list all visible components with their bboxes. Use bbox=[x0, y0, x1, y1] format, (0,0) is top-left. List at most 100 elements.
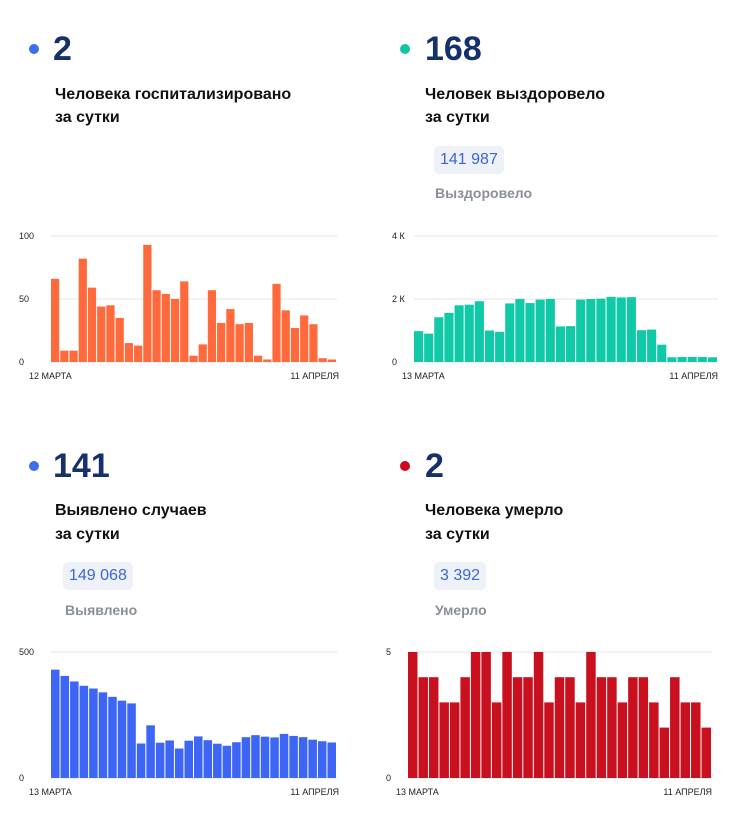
bar bbox=[226, 309, 235, 362]
bar bbox=[525, 303, 535, 362]
bar bbox=[152, 290, 161, 362]
daily-value: 2 bbox=[53, 30, 72, 68]
bar bbox=[474, 301, 484, 362]
y-tick-label: 500 bbox=[19, 647, 34, 657]
bar bbox=[418, 677, 428, 778]
bar bbox=[512, 677, 523, 778]
y-tick-label: 0 bbox=[386, 773, 391, 783]
bar bbox=[198, 344, 207, 362]
bar bbox=[174, 748, 184, 778]
bar bbox=[98, 692, 108, 778]
caption-line-2: за сутки bbox=[55, 526, 120, 543]
bar bbox=[636, 330, 647, 362]
bar bbox=[117, 700, 127, 778]
bar bbox=[533, 652, 544, 778]
x-start-label: 12 МАРТА bbox=[29, 371, 72, 381]
bar bbox=[134, 345, 143, 362]
bar bbox=[207, 290, 217, 362]
bar bbox=[464, 304, 474, 362]
bar bbox=[87, 287, 97, 362]
bar bbox=[449, 702, 460, 778]
bullet-dot-icon bbox=[29, 44, 39, 54]
bar bbox=[60, 675, 70, 778]
bar bbox=[667, 357, 677, 362]
bar bbox=[263, 359, 272, 362]
caption-line-2: за сутки bbox=[425, 109, 490, 126]
caption-line-2: за сутки bbox=[425, 526, 490, 543]
bar bbox=[649, 702, 659, 778]
bar bbox=[707, 357, 717, 362]
bar bbox=[213, 743, 222, 778]
bar bbox=[317, 741, 327, 778]
bar bbox=[289, 735, 298, 778]
bar bbox=[180, 281, 189, 362]
y-tick-label: 50 bbox=[19, 294, 29, 304]
caption-line-1: Человек выздоровело bbox=[425, 86, 606, 103]
bar bbox=[638, 677, 649, 778]
chart: 100 50 0 12 МАРТА 11 АПРЕЛЯ bbox=[19, 231, 339, 381]
bar bbox=[680, 702, 691, 778]
bar bbox=[659, 727, 670, 778]
panel-hospitalized: 2 Человека госпитализировано за сутки 10… bbox=[0, 0, 377, 414]
total-badge: 141 987 bbox=[434, 146, 504, 174]
bullet-dot-icon bbox=[29, 461, 39, 471]
bar bbox=[555, 326, 565, 362]
bar bbox=[495, 331, 505, 362]
total-badge: 149 068 bbox=[63, 562, 133, 590]
daily-value: 168 bbox=[425, 30, 482, 68]
bar bbox=[566, 326, 576, 362]
bar bbox=[108, 696, 117, 778]
caption-line-1: Человека госпитализировано bbox=[55, 86, 292, 103]
bar bbox=[617, 702, 628, 778]
bar bbox=[505, 303, 515, 362]
daily-value: 2 bbox=[425, 447, 444, 485]
bar bbox=[217, 322, 226, 362]
bar bbox=[270, 737, 279, 778]
bar bbox=[575, 702, 586, 778]
bar bbox=[124, 343, 134, 362]
bar bbox=[470, 652, 481, 778]
bar bbox=[545, 299, 555, 362]
bar bbox=[691, 702, 701, 778]
bar bbox=[308, 739, 317, 778]
bar bbox=[170, 299, 180, 362]
bar bbox=[554, 677, 565, 778]
total-label: Выздоровело bbox=[435, 185, 533, 201]
bar bbox=[576, 299, 586, 362]
bar bbox=[670, 677, 680, 778]
bar bbox=[165, 740, 174, 778]
bar bbox=[616, 297, 626, 362]
bar bbox=[241, 737, 251, 778]
bar bbox=[290, 327, 300, 362]
chart: 4 К 2 К 0 13 МАРТА 11 АПРЕЛЯ bbox=[392, 231, 718, 381]
x-end-label: 11 АПРЕЛЯ bbox=[669, 371, 718, 381]
bar bbox=[434, 317, 444, 362]
bar bbox=[544, 702, 554, 778]
x-end-label: 11 АПРЕЛЯ bbox=[290, 787, 339, 797]
bar bbox=[523, 677, 533, 778]
bar bbox=[60, 350, 69, 362]
bar bbox=[70, 681, 79, 778]
bar bbox=[491, 702, 502, 778]
bar bbox=[272, 283, 281, 362]
y-tick-label: 100 bbox=[19, 231, 34, 241]
bar bbox=[51, 669, 60, 778]
y-tick-label: 0 bbox=[19, 773, 24, 783]
bar bbox=[607, 677, 617, 778]
x-start-label: 13 МАРТА bbox=[29, 787, 72, 797]
bar bbox=[161, 293, 170, 362]
bar bbox=[235, 324, 244, 362]
bar bbox=[251, 735, 260, 778]
chart: 500 0 13 МАРТА 11 АПРЕЛЯ bbox=[19, 647, 339, 797]
bar bbox=[701, 727, 711, 778]
bullet-dot-icon bbox=[400, 44, 410, 54]
total-label: Умерло bbox=[435, 602, 487, 618]
bar bbox=[51, 278, 60, 362]
bar bbox=[439, 702, 449, 778]
total-badge: 3 392 bbox=[434, 562, 487, 590]
bar bbox=[626, 297, 636, 362]
bar bbox=[481, 652, 491, 778]
bar bbox=[677, 356, 687, 362]
bar bbox=[115, 317, 124, 362]
bar bbox=[444, 312, 454, 362]
